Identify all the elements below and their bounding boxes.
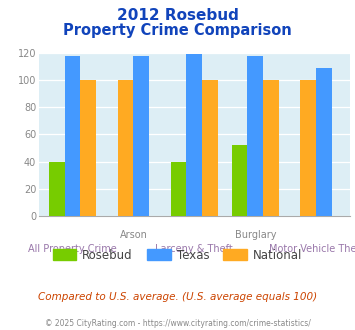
Text: 2012 Rosebud: 2012 Rosebud — [116, 8, 239, 23]
Bar — [202, 80, 218, 216]
Bar — [118, 80, 133, 216]
Bar — [65, 55, 81, 216]
Bar — [171, 162, 186, 216]
Text: Larceny & Theft: Larceny & Theft — [155, 244, 233, 254]
Bar — [247, 55, 263, 216]
Bar — [263, 80, 279, 216]
Bar — [300, 80, 316, 216]
Text: All Property Crime: All Property Crime — [28, 244, 117, 254]
Text: Motor Vehicle Theft: Motor Vehicle Theft — [269, 244, 355, 254]
Bar — [49, 162, 65, 216]
Text: Compared to U.S. average. (U.S. average equals 100): Compared to U.S. average. (U.S. average … — [38, 292, 317, 302]
Bar — [133, 55, 149, 216]
Legend: Rosebud, Texas, National: Rosebud, Texas, National — [48, 244, 307, 266]
Text: Arson: Arson — [120, 230, 147, 240]
Bar — [186, 54, 202, 216]
Bar — [316, 68, 332, 216]
Text: © 2025 CityRating.com - https://www.cityrating.com/crime-statistics/: © 2025 CityRating.com - https://www.city… — [45, 319, 310, 328]
Bar — [231, 145, 247, 216]
Text: Property Crime Comparison: Property Crime Comparison — [63, 23, 292, 38]
Bar — [81, 80, 96, 216]
Text: Burglary: Burglary — [235, 230, 276, 240]
